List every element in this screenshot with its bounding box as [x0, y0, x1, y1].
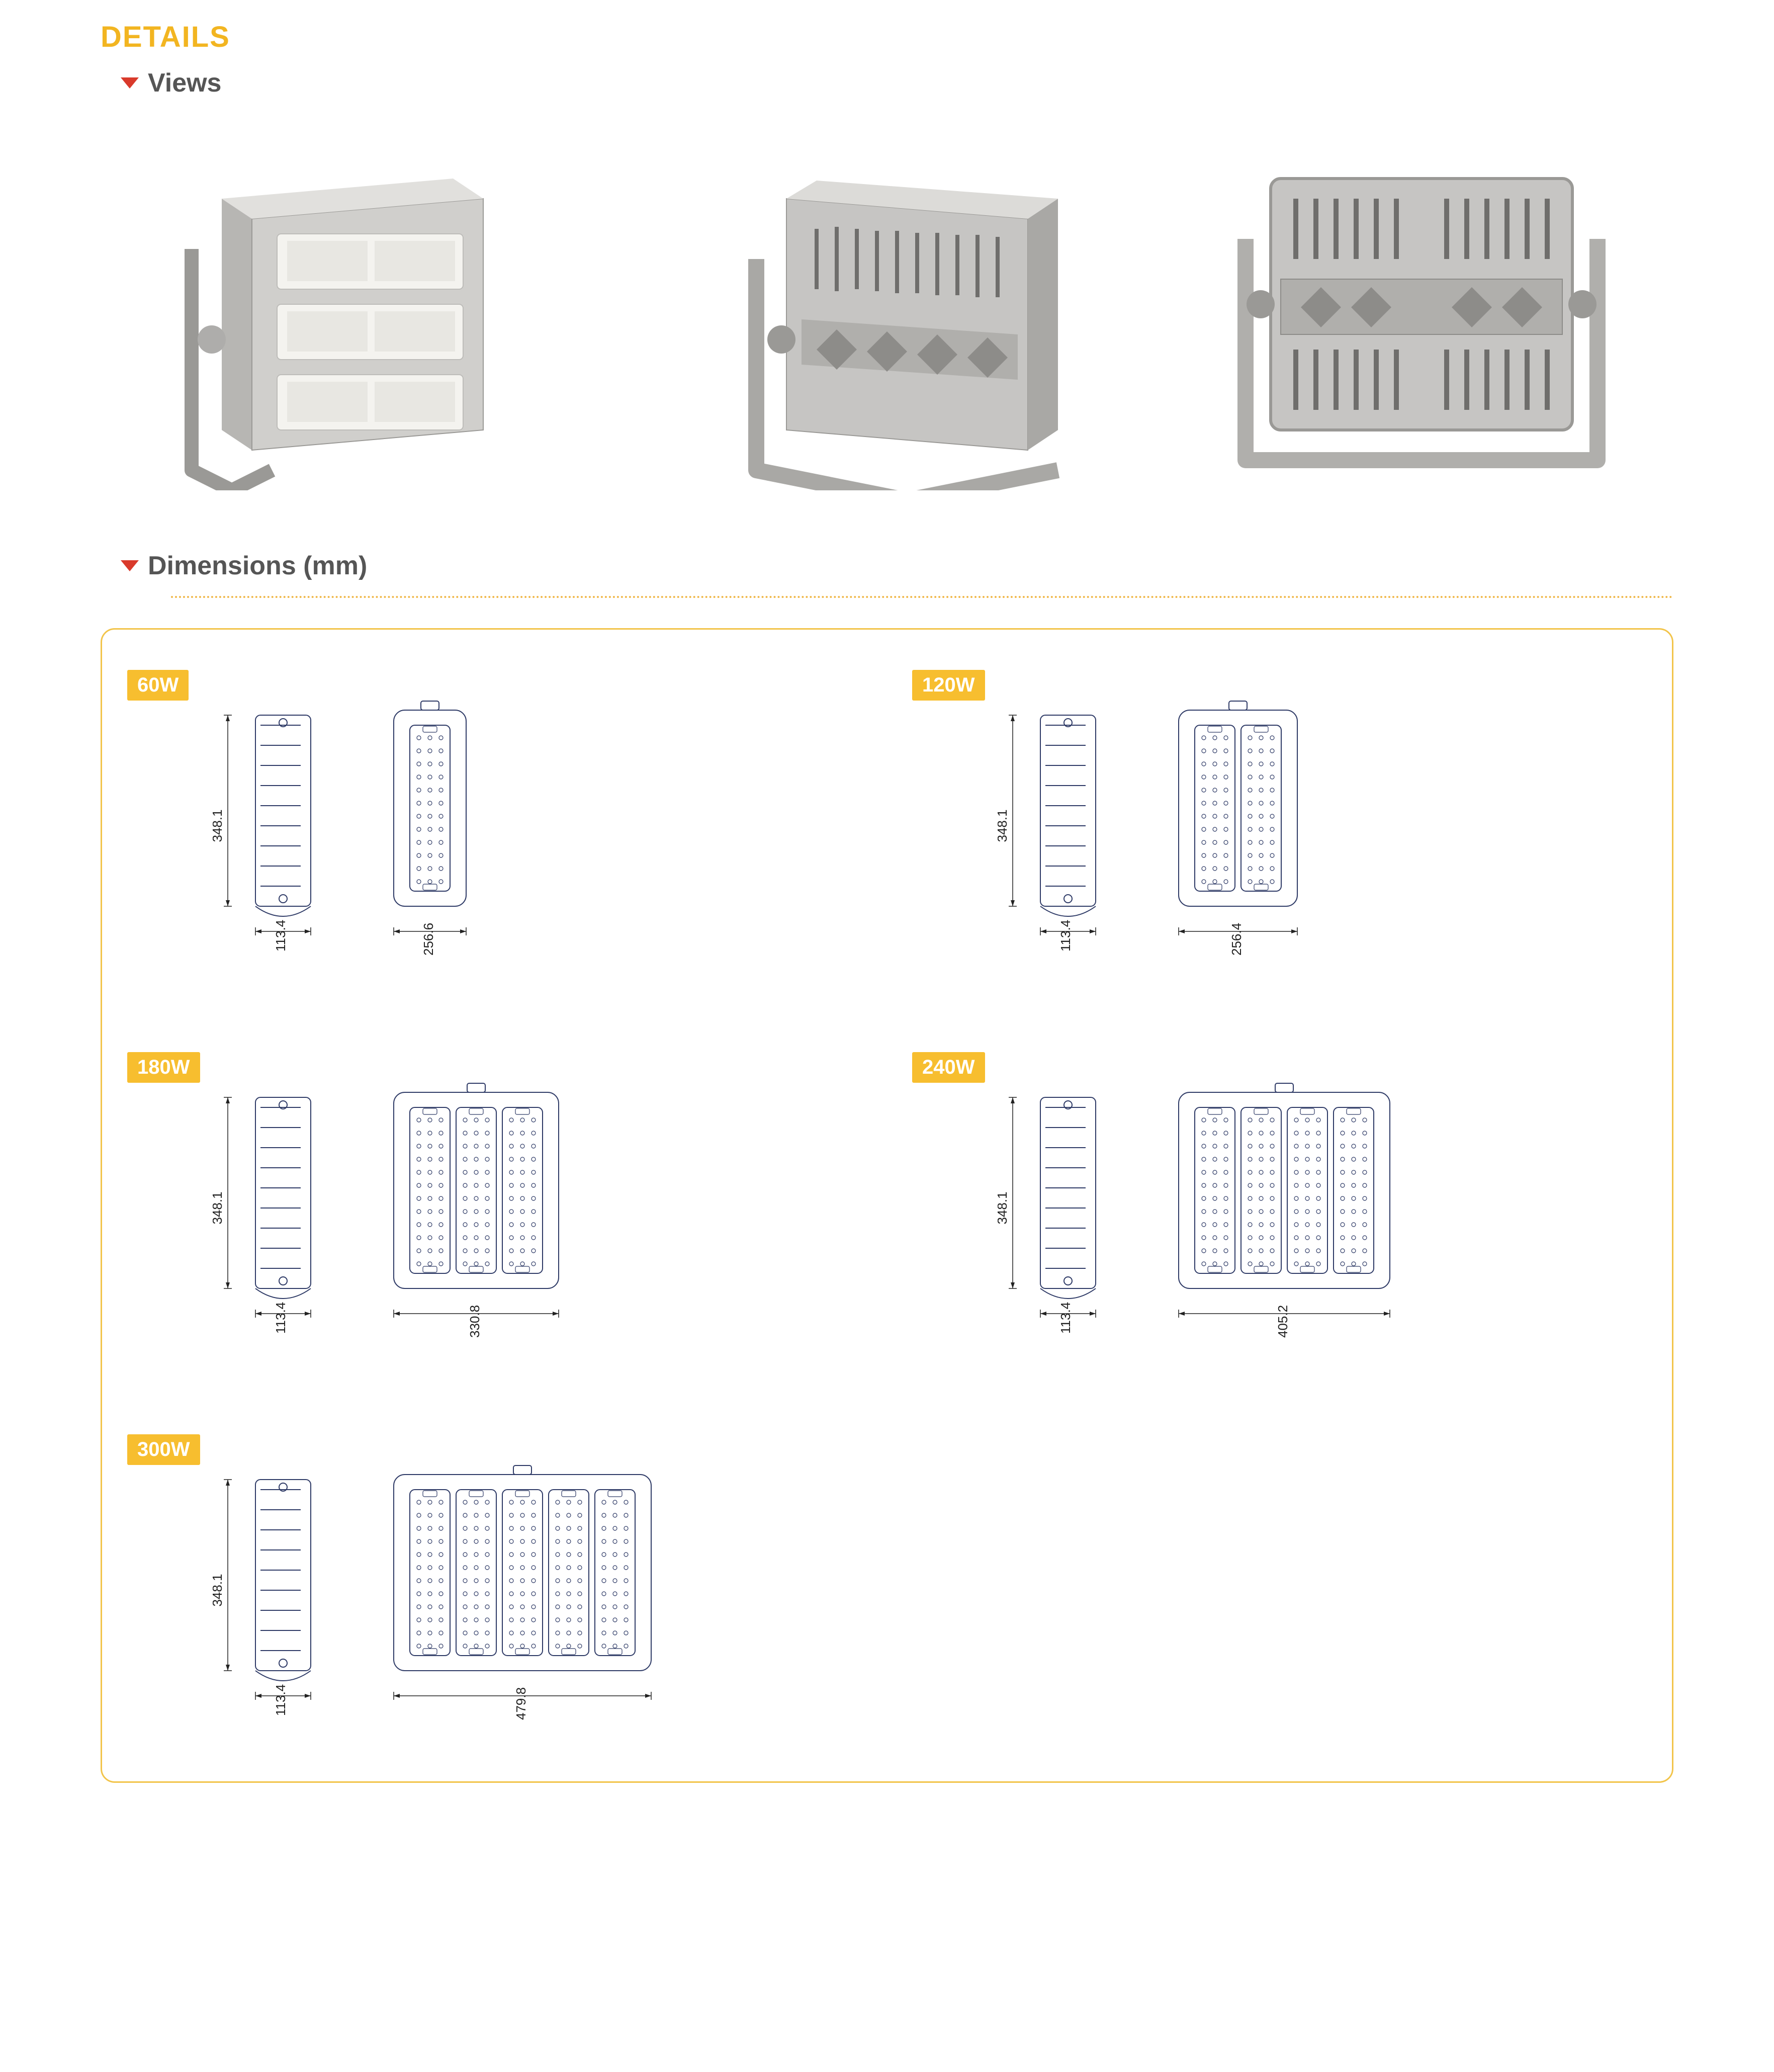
caret-down-icon [121, 77, 139, 89]
dimensions-figures: 348.1 113.4 405.2 [998, 1077, 1642, 1359]
svg-text:348.1: 348.1 [213, 1574, 225, 1606]
dimensions-variant: 120W348.1113.4256.4 [917, 675, 1642, 977]
dimensions-variant: 300W348.1113.4479.8 [132, 1439, 857, 1741]
svg-text:113.4: 113.4 [273, 1302, 288, 1334]
section-divider [171, 596, 1673, 598]
svg-text:256.6: 256.6 [421, 923, 436, 956]
svg-text:113.4: 113.4 [1058, 920, 1073, 952]
svg-text:348.1: 348.1 [213, 1191, 225, 1224]
svg-text:348.1: 348.1 [998, 809, 1010, 842]
dimensions-figures: 348.1 113.4 256.4 [998, 695, 1642, 977]
dimensions-variant: 240W348.1113.4405.2 [917, 1057, 1642, 1359]
caret-down-icon [121, 560, 139, 571]
svg-text:330.8: 330.8 [467, 1305, 482, 1338]
wattage-badge: 120W [912, 670, 985, 701]
product-view-rear-flat [1215, 128, 1628, 490]
views-label: Views [148, 68, 221, 98]
wattage-badge: 240W [912, 1052, 985, 1083]
product-view-front [146, 128, 559, 490]
dimensions-grid: 60W348.1113.4256.6120W348.1113.4256.4180… [132, 675, 1642, 1741]
svg-text:256.4: 256.4 [1229, 923, 1244, 956]
svg-text:113.4: 113.4 [273, 920, 288, 952]
details-heading: DETAILS [101, 20, 1744, 54]
svg-text:479.8: 479.8 [513, 1687, 528, 1720]
dimensions-variant: 180W348.1113.4330.8 [132, 1057, 857, 1359]
wattage-badge: 180W [127, 1052, 200, 1083]
dimensions-figures: 348.1 113.4 479.8 [213, 1459, 857, 1741]
svg-text:113.4: 113.4 [1058, 1302, 1073, 1334]
svg-text:348.1: 348.1 [213, 809, 225, 842]
svg-text:348.1: 348.1 [998, 1191, 1010, 1224]
dimensions-variant: 60W348.1113.4256.6 [132, 675, 857, 977]
dimensions-section-header: Dimensions (mm) [121, 551, 1744, 581]
product-view-rear-angled [681, 128, 1093, 490]
details-heading-text: DETAILS [101, 21, 230, 53]
svg-text:405.2: 405.2 [1275, 1305, 1290, 1338]
dimensions-panel: 60W 348.1 113.4 256.6 120W 348.1 113.4 256.4 180… [101, 628, 1673, 1783]
dimensions-figures: 348.1 113.4 256.6 [213, 695, 857, 977]
product-views-row [101, 128, 1673, 490]
views-section-header: Views [121, 68, 1744, 98]
dimensions-figures: 348.1 113.4 330.8 [213, 1077, 857, 1359]
wattage-badge: 300W [127, 1434, 200, 1465]
dimensions-label: Dimensions (mm) [148, 551, 367, 581]
svg-text:113.4: 113.4 [273, 1684, 288, 1716]
wattage-badge: 60W [127, 670, 189, 701]
